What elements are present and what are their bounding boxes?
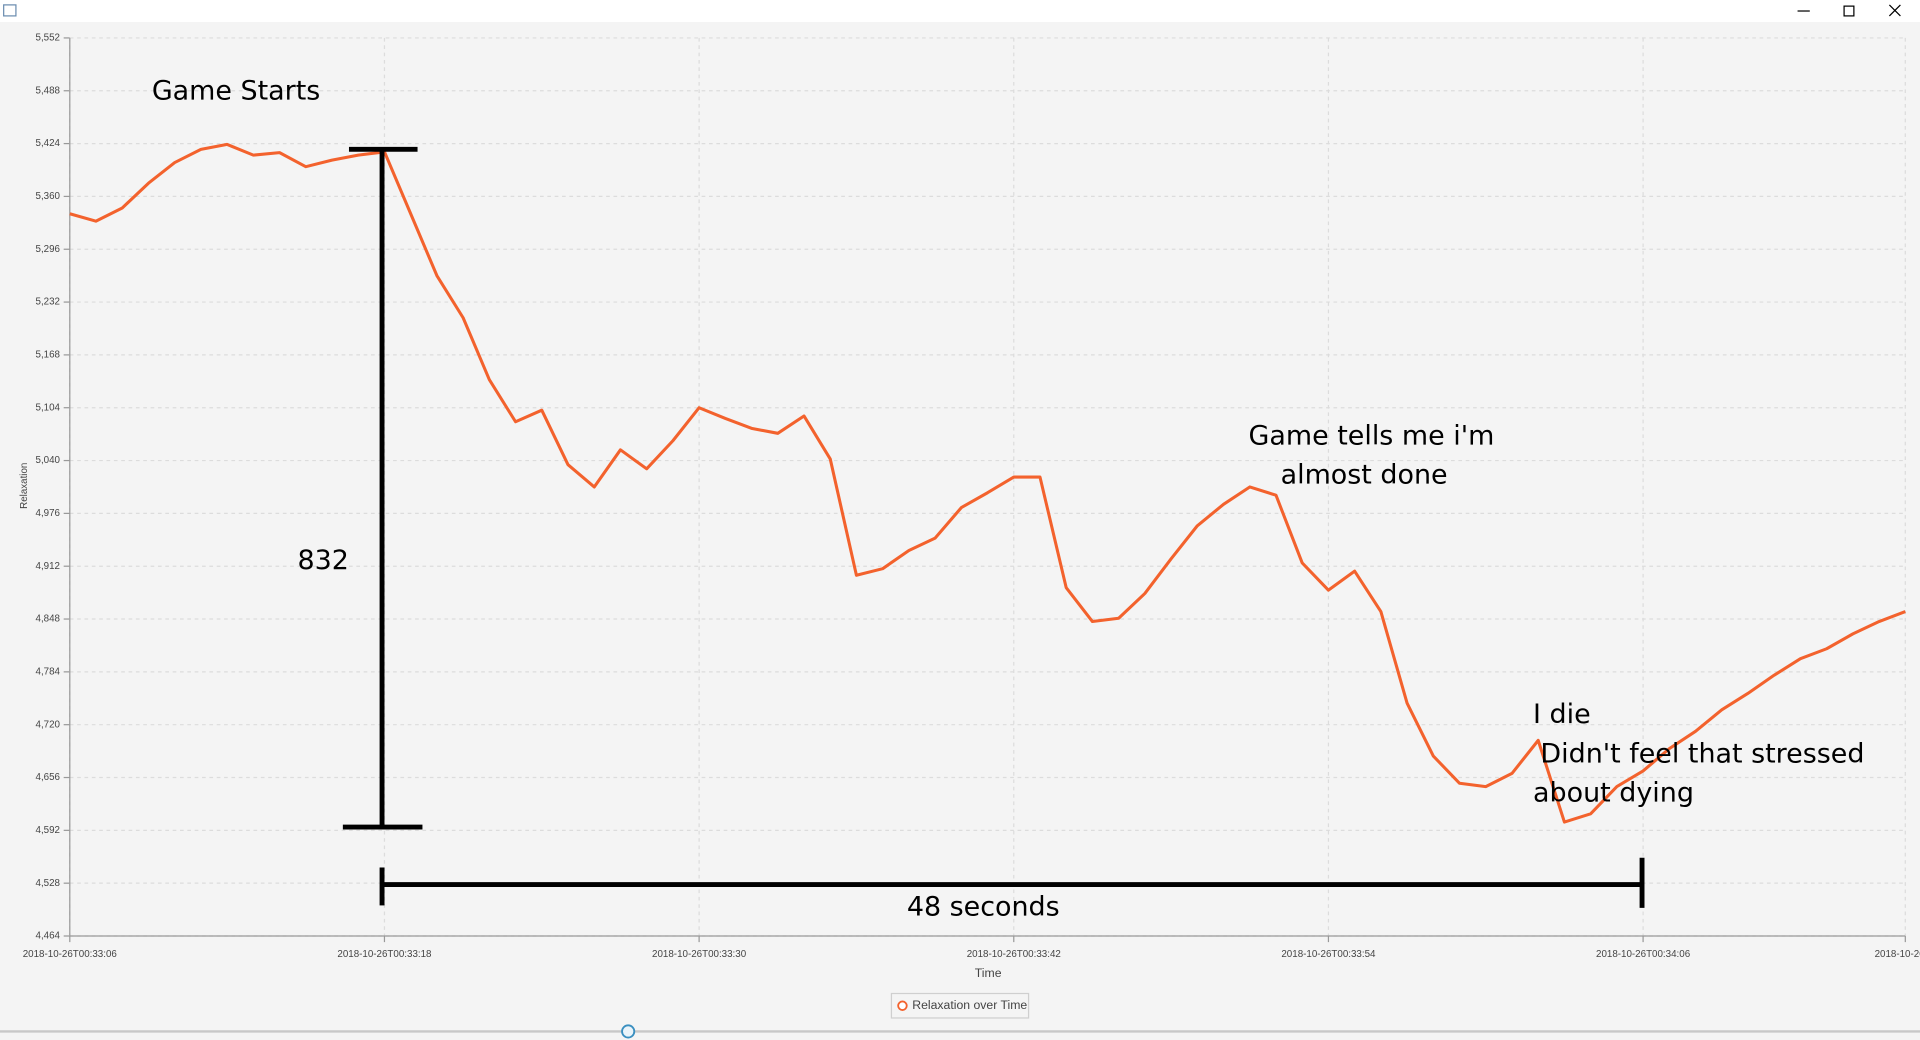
- bracket-vertical: [342, 146, 423, 830]
- y-tick-label: 5,104: [36, 402, 61, 413]
- y-tick-label: 5,040: [36, 455, 61, 466]
- y-tick-label: 5,424: [36, 138, 61, 149]
- slider-thumb[interactable]: [621, 1024, 636, 1039]
- y-tick-label: 4,784: [36, 666, 61, 677]
- y-axis-title: Relaxation: [19, 463, 30, 509]
- data-line: [69, 142, 1906, 824]
- x-tick-label: 2018-10-26T00:34:06: [1596, 949, 1691, 960]
- annotation: about dying: [1533, 778, 1694, 809]
- y-tick-label: 4,528: [36, 878, 61, 889]
- x-tick-label: 2018-10-26T00:33:42: [967, 949, 1061, 960]
- y-tick-label: 5,168: [36, 349, 61, 360]
- x-axis-title: Time: [975, 966, 1002, 980]
- x-tick-label: 2018-10-26T00:33:54: [1281, 949, 1376, 960]
- legend-marker: [897, 1000, 908, 1011]
- y-tick-label: 5,552: [36, 33, 60, 44]
- plot-background: [69, 37, 1906, 936]
- annotation: almost done: [1281, 459, 1448, 490]
- y-tick-label: 4,912: [36, 561, 60, 572]
- y-tick-label: 4,848: [36, 614, 61, 625]
- x-tick-label: 2018-10-26T0: [1875, 949, 1920, 960]
- x-tick-label: 2018-10-26T00:33:18: [337, 949, 432, 960]
- y-tick-label: 5,360: [36, 191, 61, 202]
- annotation: 48 seconds: [907, 891, 1060, 922]
- legend: Relaxation over Time: [890, 992, 1030, 1019]
- y-tick-label: 5,232: [36, 297, 60, 308]
- y-tick-label: 4,720: [36, 719, 61, 730]
- app-icon: [3, 4, 17, 17]
- legend-box: [890, 992, 1030, 1019]
- plot-area: 4,464 4,528 4,592 4,656 4,720 4,784 4,848 4,912…: [23, 33, 1920, 960]
- annotation: Game tells me i'm: [1249, 420, 1495, 451]
- close-button[interactable]: [1888, 4, 1901, 17]
- y-tick-label: 5,296: [36, 244, 61, 255]
- restore-button[interactable]: [1843, 5, 1855, 17]
- annotation: Game Starts: [152, 75, 320, 106]
- annotation: 832: [298, 545, 349, 576]
- y-tick-label: 4,592: [36, 825, 60, 836]
- title-bar: [0, 0, 1920, 23]
- y-tick-label: 5,488: [36, 85, 61, 96]
- y-tick-label: 4,976: [36, 508, 61, 519]
- x-tick-label: 2018-10-26T00:33:30: [652, 949, 747, 960]
- legend-label: Relaxation over Time: [912, 998, 1027, 1012]
- bracket-horizontal: [379, 857, 1645, 908]
- y-tick-label: 4,656: [36, 772, 61, 783]
- annotation: Didn't feel that stressed: [1540, 738, 1864, 769]
- y-tick-label: 4,464: [36, 931, 61, 942]
- x-tick-label: 2018-10-26T00:33:06: [23, 949, 118, 960]
- annotation: I die: [1533, 699, 1591, 730]
